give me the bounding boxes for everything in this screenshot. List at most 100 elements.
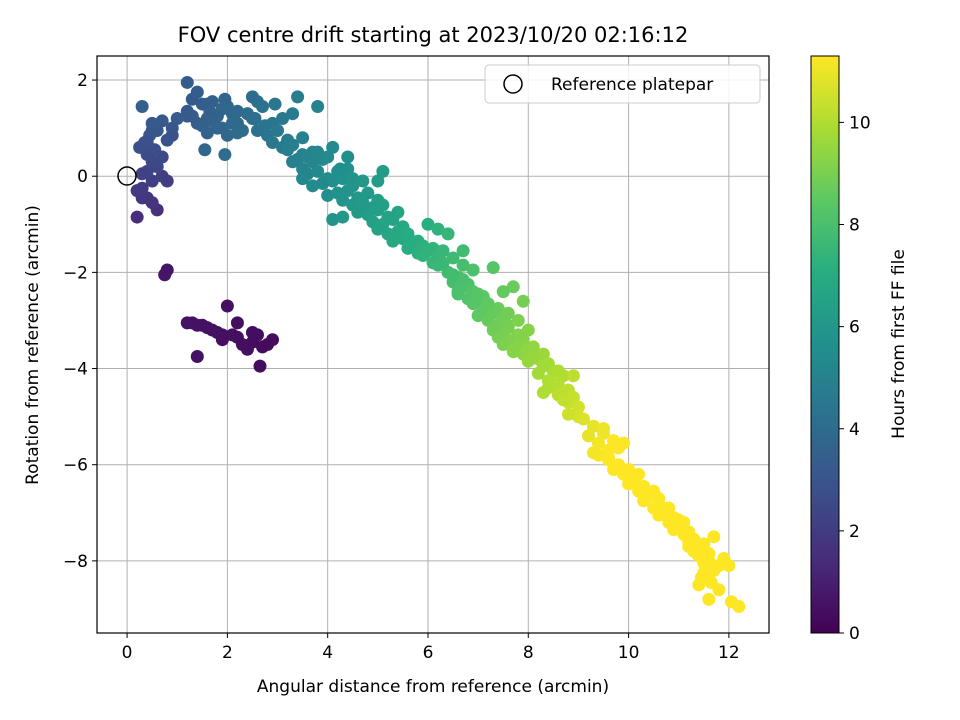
colorbar-gradient [810, 55, 840, 634]
data-point [220, 299, 234, 313]
data-point [501, 306, 515, 320]
chart-title: FOV centre drift starting at 2023/10/20 … [178, 23, 689, 47]
data-point [571, 400, 585, 414]
data-point [266, 136, 280, 150]
x-tick-label: 6 [423, 643, 434, 663]
data-point [160, 133, 174, 147]
data-point [140, 191, 154, 205]
data-point [296, 131, 310, 145]
data-point [642, 487, 656, 501]
data-point [356, 174, 370, 188]
data-point [316, 176, 330, 190]
data-point [481, 313, 495, 327]
data-point [220, 128, 234, 142]
data-point [617, 467, 631, 481]
data-point [155, 114, 169, 128]
data-point [712, 583, 726, 597]
data-point [702, 568, 716, 582]
grid-lines [97, 56, 769, 633]
data-point [481, 297, 495, 311]
data-point [456, 273, 470, 287]
colorbar-tick-label: 10 [849, 113, 871, 133]
data-point [506, 345, 520, 359]
data-point [667, 518, 681, 532]
data-point [135, 99, 149, 113]
data-point [707, 530, 721, 544]
data-point [516, 294, 530, 308]
colorbar-ticks: 0 2 4 6 8 10 [839, 113, 871, 644]
data-point [416, 249, 430, 263]
data-point [321, 150, 335, 164]
data-point [160, 174, 174, 188]
data-point [326, 212, 340, 226]
data-point [536, 359, 550, 373]
y-axis-label: Rotation from reference (arcmin) [23, 205, 43, 485]
x-tick-label: 10 [618, 643, 640, 663]
data-point [311, 164, 325, 178]
data-point [145, 174, 159, 188]
data-point [210, 121, 224, 135]
data-point [341, 150, 355, 164]
data-point [627, 470, 641, 484]
data-point [536, 386, 550, 400]
colorbar-label: Hours from first FF file [889, 249, 909, 439]
data-point [158, 268, 172, 282]
data-point [657, 503, 671, 517]
data-point [446, 268, 460, 282]
data-point [215, 328, 229, 342]
data-point [218, 92, 232, 106]
data-point [180, 109, 194, 123]
y-tick-label: −4 [63, 360, 88, 380]
data-point [607, 463, 621, 477]
data-point [248, 112, 262, 126]
data-point [386, 234, 400, 248]
data-point [597, 422, 611, 436]
data-point [336, 193, 350, 207]
data-point [180, 316, 194, 330]
data-point [456, 244, 470, 258]
data-point [240, 342, 254, 356]
data-point [326, 140, 340, 154]
y-tick-label: −6 [63, 456, 88, 476]
data-point [521, 323, 535, 337]
data-point [130, 210, 144, 224]
x-tick-label: 0 [122, 643, 133, 663]
data-point [135, 167, 149, 181]
legend-marker-icon [503, 74, 523, 94]
reference-platepar-marker [117, 166, 137, 186]
data-point [576, 412, 590, 426]
colorbar-tick-label: 0 [849, 624, 860, 644]
data-point [486, 261, 500, 275]
data-point [230, 104, 244, 118]
data-point [466, 297, 480, 311]
data-point [501, 318, 515, 332]
data-point [652, 491, 666, 505]
data-point [371, 174, 385, 188]
data-point [200, 321, 214, 335]
data-point [632, 484, 646, 498]
data-point [687, 532, 701, 546]
data-point [230, 330, 244, 344]
data-point [401, 241, 415, 255]
data-point [190, 85, 204, 99]
data-point [356, 198, 370, 212]
data-point [732, 600, 746, 614]
data-point [306, 179, 320, 193]
data-point [602, 450, 616, 464]
data-point [376, 164, 390, 178]
data-point [230, 316, 244, 330]
data-point [170, 112, 184, 126]
data-point [586, 446, 600, 460]
data-point [496, 285, 510, 299]
data-point [200, 97, 214, 111]
data-point [180, 75, 194, 89]
data-point [511, 313, 525, 327]
data-point [291, 90, 305, 104]
data-point [421, 217, 435, 231]
data-point [591, 436, 605, 450]
data-points [130, 75, 746, 614]
data-point [561, 407, 575, 421]
data-point [471, 287, 485, 301]
data-point [286, 107, 300, 121]
